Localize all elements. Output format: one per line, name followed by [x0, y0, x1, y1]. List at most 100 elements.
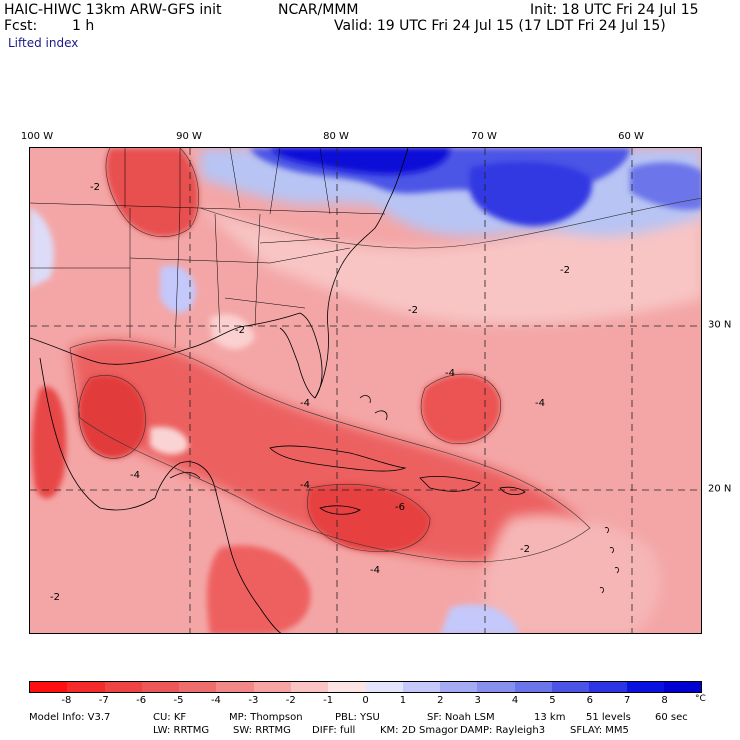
contour-label: -6	[395, 502, 405, 513]
state-borders	[30, 148, 386, 349]
unstable-mexico-coast	[31, 386, 67, 499]
color-scale-tick-label: 4	[511, 695, 519, 706]
unstable-gulf-caribbean	[70, 339, 590, 562]
contour-label: -4	[300, 480, 310, 491]
color-scale-segment	[104, 682, 142, 692]
unstable-core-caribbean	[307, 484, 430, 552]
color-scale-tick-label: -1	[323, 695, 334, 706]
contour-labels: -2 -2 -2 -2 -2 -2 -4 -4 -4 -4 -4 -4 -6	[50, 182, 570, 603]
color-scale-tick-label: -4	[210, 695, 221, 706]
model-title: HAIC-HIWC 13km ARW-GFS init	[4, 2, 222, 18]
unstable-central-us	[105, 148, 199, 237]
color-scale-tick-label: 8	[661, 695, 668, 706]
color-scale-unit: °C	[695, 694, 706, 704]
color-scale-segment	[328, 682, 366, 692]
contour-label: -2	[50, 592, 60, 603]
model-info-item: PBL: YSU	[335, 712, 380, 723]
contours	[69, 148, 701, 562]
color-scale-segment	[365, 682, 403, 692]
color-scale-tick-label: 1	[399, 695, 407, 706]
contour-label: -4	[370, 565, 380, 576]
lon-label-70w: 70 W	[471, 131, 497, 142]
color-scale-tick-label: 6	[586, 695, 594, 706]
model-info-item: SFLAY: MM5	[570, 725, 629, 736]
contour-label: -2	[408, 305, 418, 316]
lat-lon-grid	[30, 148, 701, 633]
color-scale-segment	[253, 682, 291, 692]
stable-patch-south	[440, 604, 520, 633]
model-info-item: Model Info: V3.7	[29, 712, 111, 723]
color-scale-tick-label: -7	[98, 695, 109, 706]
contour-label: -4	[445, 368, 455, 379]
lon-label-60w: 60 W	[618, 131, 644, 142]
color-scale-segment	[216, 682, 254, 692]
init-time: Init: 18 UTC Fri 24 Jul 15	[530, 2, 699, 18]
color-scale-segment	[179, 682, 217, 692]
field-name: Lifted index	[8, 36, 79, 50]
model-info-item: LW: RRTMG	[153, 725, 210, 736]
unstable-core-atlantic	[421, 374, 501, 444]
color-scale-segment	[30, 682, 68, 692]
model-info-item: SF: Noah LSM	[427, 712, 495, 723]
contour-label: -4	[300, 398, 310, 409]
color-scale-segment	[477, 682, 515, 692]
color-scale-segment	[402, 682, 441, 692]
color-scale-tick-label: -8	[61, 695, 72, 706]
model-info-item: DAMP: Rayleigh3	[460, 725, 546, 736]
lon-label-100w: 100 W	[20, 131, 54, 142]
color-scale-tick-label: -2	[285, 695, 296, 706]
contour-label: -2	[235, 325, 245, 336]
color-scale-tick-label: 7	[624, 695, 631, 706]
lifted-index-map: -2 -2 -2 -2 -2 -2 -4 -4 -4 -4 -4 -4 -6	[29, 147, 702, 634]
color-scale-segment	[514, 682, 552, 692]
model-info-item: CU: KF	[153, 712, 187, 723]
forecast-hour: 1 h	[72, 18, 95, 34]
stable-patch-plains	[160, 265, 196, 313]
color-scale-tick-label: -5	[173, 695, 184, 706]
unstable-core-gulf	[78, 375, 146, 459]
model-info-item: 51 levels	[586, 712, 631, 723]
color-scale-tick-label: -3	[248, 695, 259, 706]
stable-region-east	[630, 162, 701, 210]
color-scale-tick-label: 0	[362, 695, 369, 706]
color-scale-segment	[589, 682, 627, 692]
model-info-item: 13 km	[534, 712, 566, 723]
weak-patch-yucatan	[150, 426, 189, 455]
color-scale-segment	[551, 682, 590, 692]
model-info-item: DIFF: full	[312, 725, 356, 736]
color-scale-segment	[290, 682, 329, 692]
valid-time: Valid: 19 UTC Fri 24 Jul 15 (17 LDT Fri …	[334, 18, 666, 34]
lat-label-20n: 20 N	[708, 483, 732, 495]
contour-label: -4	[130, 470, 140, 481]
model-info-item: MP: Thompson	[229, 712, 303, 723]
model-info-item: 60 sec	[655, 712, 688, 723]
weak-patch-southeast-us	[210, 314, 255, 350]
lon-label-90w: 90 W	[176, 131, 202, 142]
stable-region-core	[270, 148, 450, 175]
unstable-central-america	[207, 545, 311, 633]
color-scale-tick-label: 3	[474, 695, 481, 706]
lat-label-30n: 30 N	[708, 319, 732, 331]
lon-label-80w: 80 W	[323, 131, 349, 142]
color-scale-segment	[141, 682, 180, 692]
color-scale-tick-label: -6	[136, 695, 147, 706]
color-scale-tick-label: 2	[437, 695, 444, 706]
org-label: NCAR/MMM	[278, 2, 359, 18]
color-scale-tick-label: 5	[549, 695, 556, 706]
contour-label: -2	[520, 544, 530, 555]
model-info-item: SW: RRTMG	[233, 725, 291, 736]
color-scale-segment	[440, 682, 478, 692]
color-scale-segment	[663, 682, 702, 692]
color-scale	[29, 681, 702, 693]
contour-label: -2	[560, 265, 570, 276]
stable-region-ocean	[470, 162, 592, 227]
color-scale-segment	[626, 682, 664, 692]
weak-patch-southeast	[485, 514, 661, 633]
map-canvas: -2 -2 -2 -2 -2 -2 -4 -4 -4 -4 -4 -4 -6	[30, 148, 701, 633]
model-info-item: KM: 2D Smagor	[380, 725, 458, 736]
forecast-label: Fcst:	[4, 18, 38, 34]
color-scale-segment	[67, 682, 105, 692]
contour-label: -4	[535, 398, 545, 409]
coastlines	[30, 148, 619, 633]
contour-label: -2	[90, 182, 100, 193]
